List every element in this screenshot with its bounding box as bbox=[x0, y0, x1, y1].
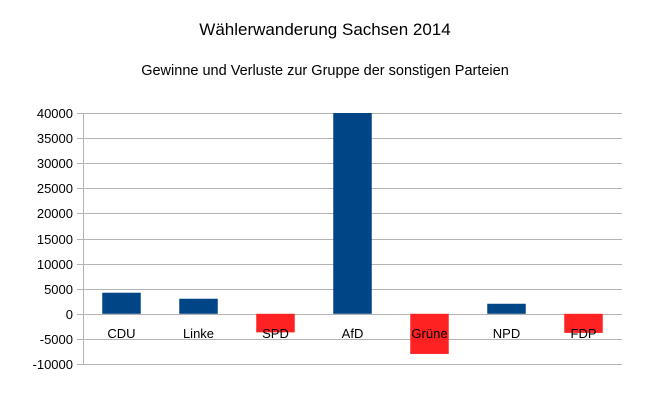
chart-subtitle: Gewinne und Verluste zur Gruppe der sons… bbox=[141, 63, 509, 79]
bar-afd bbox=[333, 113, 372, 314]
y-axis-ticks: 40000 35000 30000 25000 20000 15000 10000 5000 0… bbox=[33, 106, 73, 372]
bar-spd bbox=[256, 313, 295, 333]
x-tick-label: Grüne bbox=[411, 326, 447, 341]
bar-grüne bbox=[410, 313, 449, 354]
y-tick-label: 15000 bbox=[37, 232, 73, 247]
y-tick-label: 0 bbox=[66, 307, 73, 322]
bars bbox=[102, 113, 603, 354]
category-labels: CDU Linke SPD AfD Grüne NPD FDP bbox=[107, 326, 596, 341]
y-tick-label: 25000 bbox=[37, 181, 73, 196]
x-tick-label: AfD bbox=[342, 326, 364, 341]
x-tick-label: Linke bbox=[183, 326, 214, 341]
x-tick-label: CDU bbox=[107, 326, 135, 341]
x-tick-label: NPD bbox=[493, 326, 520, 341]
x-tick-label: SPD bbox=[262, 326, 289, 341]
y-tick-label: 35000 bbox=[37, 131, 73, 146]
y-tick-label: 40000 bbox=[37, 106, 73, 121]
bar-npd bbox=[487, 303, 526, 314]
gridlines bbox=[77, 113, 622, 365]
bar-fdp bbox=[564, 313, 603, 333]
y-tick-label: 5000 bbox=[44, 282, 73, 297]
y-tick-label: -5000 bbox=[40, 332, 73, 347]
x-tick-label: FDP bbox=[571, 326, 597, 341]
chart-title: Wählerwanderung Sachsen 2014 bbox=[199, 20, 451, 39]
y-tick-label: 10000 bbox=[37, 257, 73, 272]
bar-linke bbox=[179, 298, 218, 314]
bar-cdu bbox=[102, 292, 141, 314]
y-tick-label: 30000 bbox=[37, 156, 73, 171]
y-tick-label: 20000 bbox=[37, 206, 73, 221]
y-tick-label: -10000 bbox=[33, 357, 73, 372]
